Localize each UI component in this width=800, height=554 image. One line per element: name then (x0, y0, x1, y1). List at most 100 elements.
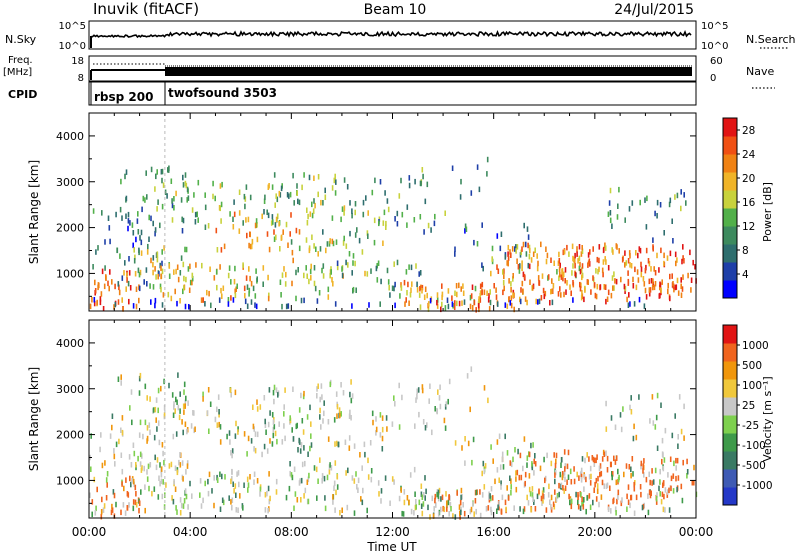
velocity-cell (165, 482, 167, 488)
power-cell (638, 246, 641, 252)
power-cell (406, 204, 409, 210)
velocity-cell (618, 474, 620, 481)
power-cell (161, 260, 163, 267)
velocity-cell (319, 457, 321, 463)
power-cell (673, 286, 675, 293)
power-cell (528, 244, 531, 251)
power-cell (262, 281, 264, 287)
velocity-cell (148, 422, 151, 428)
power-cell (383, 209, 386, 216)
power-cell (564, 278, 566, 284)
velocity-cell (459, 499, 462, 506)
power-cell (335, 179, 337, 185)
velocity-cell (253, 479, 255, 485)
velocity-cell (160, 466, 163, 472)
velocity-cell (243, 431, 246, 437)
velocity-cell (375, 416, 377, 422)
power-cell (97, 284, 99, 291)
power-cell (140, 250, 143, 256)
power-cell (132, 303, 135, 309)
velocity-cell (95, 505, 97, 512)
velocity-cell (121, 429, 124, 436)
velocity-cell (307, 476, 310, 483)
velocity-cell (585, 508, 587, 515)
power-cell (441, 291, 444, 298)
power-cell (313, 175, 315, 181)
velocity-cell (134, 484, 137, 491)
velocity-cell (516, 469, 519, 476)
power-cell (522, 271, 525, 278)
power-cell (419, 270, 422, 276)
velocity-cell (633, 423, 635, 430)
velocity-cell (179, 408, 181, 414)
power-cell (173, 205, 175, 211)
velocity-cell (656, 392, 659, 399)
velocity-cell (153, 434, 156, 441)
velocity-cell (456, 490, 458, 496)
power-cell (345, 259, 347, 266)
velocity-cell (230, 478, 232, 485)
velocity-cell (350, 415, 352, 421)
velocity-colorbar-segment (723, 415, 737, 434)
velocity-cell (651, 394, 654, 400)
power-cell (479, 290, 482, 296)
power-cell (154, 230, 156, 237)
velocity-cell (253, 446, 255, 452)
velocity-cell (429, 383, 431, 389)
velocity-cell (640, 460, 643, 467)
velocity-cell (424, 425, 427, 431)
power-cell (559, 286, 561, 292)
velocity-cell (655, 496, 658, 502)
power-cell (179, 270, 182, 276)
power-cell (519, 298, 522, 305)
power-cell (644, 197, 646, 203)
velocity-cell (470, 506, 473, 513)
velocity-cell (219, 439, 222, 445)
power-cell (572, 263, 574, 269)
velocity-cell (146, 469, 148, 475)
velocity-cell (659, 491, 661, 497)
power-cell (127, 280, 130, 287)
velocity-cell (564, 463, 567, 469)
velocity-cell (403, 499, 406, 506)
power-cell (612, 285, 614, 291)
velocity-cell (357, 487, 359, 493)
velocity-cell (320, 424, 322, 430)
power-cell (349, 230, 351, 237)
power-cell (318, 290, 321, 296)
velocity-ytick-label: 2000 (56, 429, 84, 442)
power-cell (460, 178, 462, 185)
velocity-cell (91, 499, 94, 505)
velocity-cell (96, 486, 98, 493)
velocity-cell (292, 436, 295, 442)
velocity-cell (507, 495, 510, 501)
power-cell (137, 211, 139, 217)
power-cell (352, 260, 354, 266)
velocity-cell (529, 491, 532, 497)
power-cell (562, 249, 565, 256)
velocity-cell (264, 418, 266, 425)
power-cell (336, 260, 339, 266)
power-cell (160, 286, 162, 293)
power-ytick-label: 1000 (56, 267, 84, 280)
velocity-cell (113, 448, 115, 454)
date-title: 24/Jul/2015 (614, 2, 694, 18)
velocity-cell (94, 510, 97, 516)
power-cell (161, 168, 164, 175)
velocity-cell (143, 465, 145, 472)
velocity-cell (542, 487, 545, 493)
velocity-cell (291, 427, 293, 433)
velocity-cell (421, 387, 424, 394)
velocity-cell (519, 452, 522, 459)
cpid-strip: CPID rbsp 200 twofsound 3503 (8, 81, 697, 106)
power-cell (530, 257, 533, 263)
velocity-cell (336, 484, 339, 490)
velocity-cell (630, 466, 632, 472)
velocity-cell (414, 423, 416, 429)
power-cell (184, 172, 187, 178)
power-cell (129, 220, 131, 226)
power-cell (454, 300, 456, 306)
velocity-cell (497, 504, 499, 510)
power-cell (551, 278, 553, 284)
velocity-cell (627, 499, 630, 505)
